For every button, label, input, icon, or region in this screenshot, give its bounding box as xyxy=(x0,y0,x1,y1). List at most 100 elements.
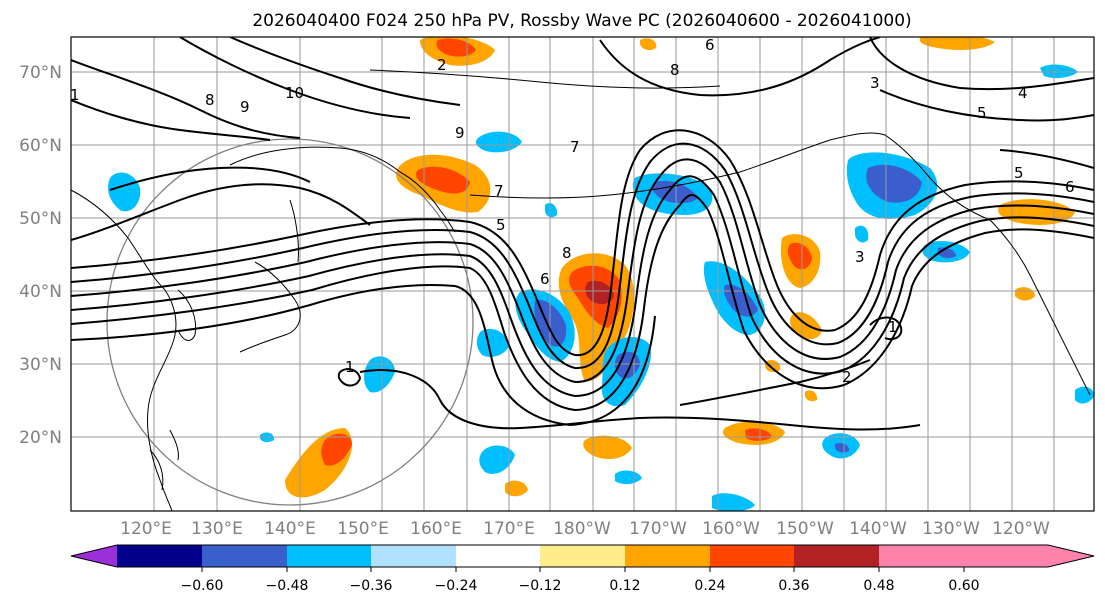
cold-patch-south-3 xyxy=(712,493,755,511)
coast-sakhalin xyxy=(289,199,299,263)
warm-patch-small-3 xyxy=(640,38,657,51)
contour-label: 1 xyxy=(888,318,898,336)
colorbar-segment xyxy=(879,545,964,567)
contour-label: 7 xyxy=(494,182,504,200)
lon-label: 120°E xyxy=(120,519,172,539)
contour-label: 5 xyxy=(1014,164,1024,182)
range-circle xyxy=(106,138,474,506)
contour-label: 2 xyxy=(437,56,447,74)
contour-label: 6 xyxy=(1065,178,1075,196)
contour-label: 5 xyxy=(496,216,506,234)
contour-label: 8 xyxy=(562,244,572,262)
colorbar-segment xyxy=(540,545,625,567)
coastlines xyxy=(71,69,1091,511)
cold-patch-east-edge xyxy=(1075,386,1094,404)
contour-nw-1 xyxy=(71,59,301,139)
colorbar-segment xyxy=(117,545,202,567)
contour-closed-w xyxy=(337,368,362,387)
coast-kamchatka xyxy=(399,171,456,233)
contour-ridge-2 xyxy=(109,166,311,191)
contour-nw-4 xyxy=(229,37,461,106)
contour-label: 7 xyxy=(570,138,580,156)
contour-7 xyxy=(359,369,921,431)
lon-label: 140°E xyxy=(264,519,316,539)
coast-asia-east xyxy=(71,189,177,511)
colorbar-extend-low xyxy=(71,545,117,567)
cold-patch-small-2 xyxy=(545,203,558,218)
lon-label: 160°E xyxy=(410,519,462,539)
contour-label: 9 xyxy=(240,98,250,116)
contour-label: 3 xyxy=(870,74,880,92)
colorbar-tick-label: −0.36 xyxy=(350,578,393,594)
warm-patch-small-4 xyxy=(805,390,818,402)
contour-ne-3 xyxy=(879,89,1094,122)
contour-label: 2 xyxy=(842,368,852,386)
lon-label: 160°W xyxy=(702,519,760,539)
contour-6 xyxy=(71,283,656,427)
warm-patch-small-1 xyxy=(505,480,528,497)
contour-3 xyxy=(71,158,1094,384)
colorbar-tick-label: 0.12 xyxy=(609,578,640,594)
colorbar-tick-label: −0.60 xyxy=(181,578,224,594)
colorbar-segment xyxy=(794,545,879,567)
contour-ne-4 xyxy=(999,149,1094,169)
coast-okhotsk xyxy=(229,146,401,173)
coast-philippines xyxy=(149,429,179,491)
contour-label: 8 xyxy=(670,61,680,79)
warm-patch-mexico xyxy=(1015,287,1035,301)
cold-patch-mid-e xyxy=(476,328,510,357)
latitude-labels: 70°N 60°N 50°N 40°N 30°N 20°N xyxy=(19,63,62,448)
colorbar-tick-label: 0.60 xyxy=(948,578,979,594)
lon-label: 120°W xyxy=(992,519,1050,539)
contour-label: 1 xyxy=(345,358,355,376)
colorbar-tick-label: −0.12 xyxy=(519,578,562,594)
longitude-labels: 120°E 130°E 140°E 150°E 160°E 170°E 180°… xyxy=(120,519,1050,539)
lon-label: 150°W xyxy=(776,519,834,539)
lon-label: 150°E xyxy=(337,519,389,539)
lat-label: 60°N xyxy=(19,136,62,156)
lat-label: 70°N xyxy=(19,63,62,83)
cold-patch-south-2 xyxy=(479,445,515,475)
contour-5 xyxy=(71,194,1094,412)
map-frame xyxy=(70,36,1095,512)
cold-patch-south-1-core xyxy=(835,442,850,453)
contour-ne-2 xyxy=(869,37,1094,91)
contour-label: 5 xyxy=(977,104,987,122)
lon-label: 180°W xyxy=(553,519,611,539)
lon-label: 130°E xyxy=(191,519,243,539)
chart-title: 2026040400 F024 250 hPa PV, Rossby Wave … xyxy=(252,11,911,31)
lon-label: 170°W xyxy=(629,519,687,539)
coast-alaska xyxy=(829,132,991,221)
cold-patch-top-2 xyxy=(1040,64,1078,79)
contour-label: 3 xyxy=(855,248,865,266)
colorbar-segment xyxy=(202,545,287,567)
lon-label: 140°W xyxy=(849,519,907,539)
cold-patch-mid-w xyxy=(364,356,395,393)
coast-aleutians xyxy=(469,139,831,199)
contour-ne-1 xyxy=(599,37,881,97)
colorbar-segment xyxy=(371,545,456,567)
warm-patch-kamchatka-core xyxy=(415,166,470,194)
contour-hook xyxy=(869,316,903,341)
colorbar-tick-label: −0.48 xyxy=(266,578,309,594)
colorbar-outline xyxy=(70,544,1095,568)
colorbar-segment xyxy=(287,545,371,567)
lat-label: 30°N xyxy=(19,355,62,375)
contour-label: 4 xyxy=(1018,84,1028,102)
warm-patch-alaska-gulf-core xyxy=(787,242,812,270)
contour-label: 6 xyxy=(705,36,715,54)
lat-label: 50°N xyxy=(19,209,62,229)
contour-nw-2 xyxy=(71,99,271,141)
lat-label: 40°N xyxy=(19,282,62,302)
contour-label: 8 xyxy=(205,91,215,109)
contour-4 xyxy=(71,175,1094,398)
warm-patch-top-right xyxy=(919,37,995,50)
lon-label: 130°W xyxy=(922,519,980,539)
contour-label: 1 xyxy=(70,86,80,104)
colorbar-tick-label: 0.24 xyxy=(694,578,725,594)
contour-label: 10 xyxy=(285,84,304,102)
colorbar-segment xyxy=(456,545,540,567)
coast-korea xyxy=(177,289,197,341)
contour-nw-3 xyxy=(179,37,411,119)
warm-patch-small-2 xyxy=(765,359,781,373)
